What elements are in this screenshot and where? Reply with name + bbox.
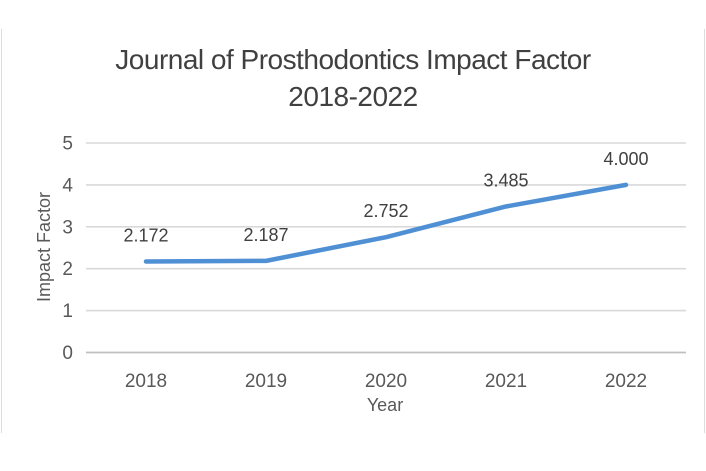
data-label: 3.485 xyxy=(483,170,528,190)
chart-title-line2: 2018-2022 xyxy=(288,81,418,112)
x-tick-label: 2019 xyxy=(245,371,287,392)
x-tick-label: 2020 xyxy=(365,371,407,392)
x-tick-label: 2021 xyxy=(485,371,527,392)
y-tick-label: 2 xyxy=(62,259,73,280)
chart-title: Journal of Prosthodontics Impact Factor … xyxy=(0,41,706,115)
y-tick-label: 5 xyxy=(62,134,73,155)
y-tick-label: 1 xyxy=(62,301,73,322)
chart-frame xyxy=(1,29,705,433)
y-tick-label: 4 xyxy=(62,175,73,196)
y-axis-title: Impact Factor xyxy=(34,191,54,303)
x-tick-label: 2022 xyxy=(605,371,647,392)
y-tick-label: 0 xyxy=(62,343,73,364)
x-axis-title: Year xyxy=(366,395,404,415)
series-line xyxy=(143,182,629,264)
chart-title-line1: Journal of Prosthodontics Impact Factor xyxy=(115,44,591,75)
data-label: 2.752 xyxy=(363,201,408,221)
data-label: 4.000 xyxy=(603,149,648,169)
x-tick-label: 2018 xyxy=(125,371,167,392)
y-tick-label: 3 xyxy=(62,217,73,238)
data-label: 2.187 xyxy=(243,225,288,245)
data-label: 2.172 xyxy=(123,225,168,245)
